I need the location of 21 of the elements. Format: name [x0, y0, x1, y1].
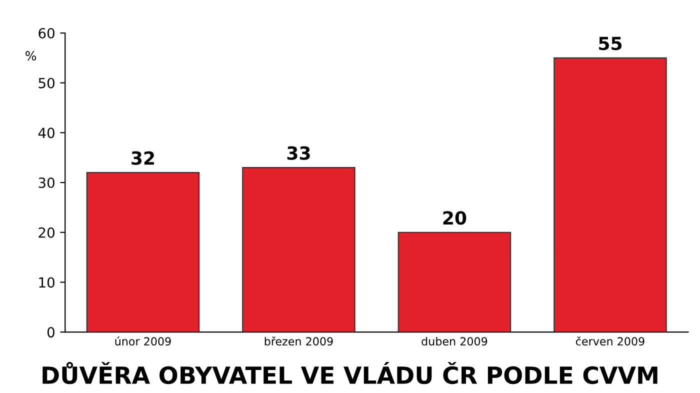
data-label: 33: [287, 146, 310, 160]
x-tick-label: červen 2009: [576, 336, 644, 346]
y-tick-label: 50: [38, 78, 54, 88]
data-label: 55: [599, 36, 622, 50]
y-axis-title: %: [26, 51, 36, 60]
x-tick-label: březen 2009: [264, 336, 333, 346]
y-tick-label: 20: [38, 227, 54, 238]
bar: [86, 172, 200, 332]
x-tick-label: únor 2009: [115, 336, 171, 346]
y-tick-label: 60: [38, 28, 54, 38]
bar: [242, 167, 356, 332]
y-tick-label: 0: [47, 327, 54, 338]
y-tick-label: 40: [38, 128, 54, 138]
x-tick-label: duben 2009: [422, 336, 488, 346]
y-tick-label: 30: [38, 178, 54, 188]
text: DŮVĚRA OBYVATEL VE VLÁDU ČR PODLE CVVM: [42, 362, 658, 384]
y-tick-label: 10: [39, 277, 54, 288]
bar: [398, 232, 512, 332]
bar: [554, 57, 667, 332]
data-label: 32: [132, 151, 154, 165]
data-label: 20: [443, 211, 466, 225]
